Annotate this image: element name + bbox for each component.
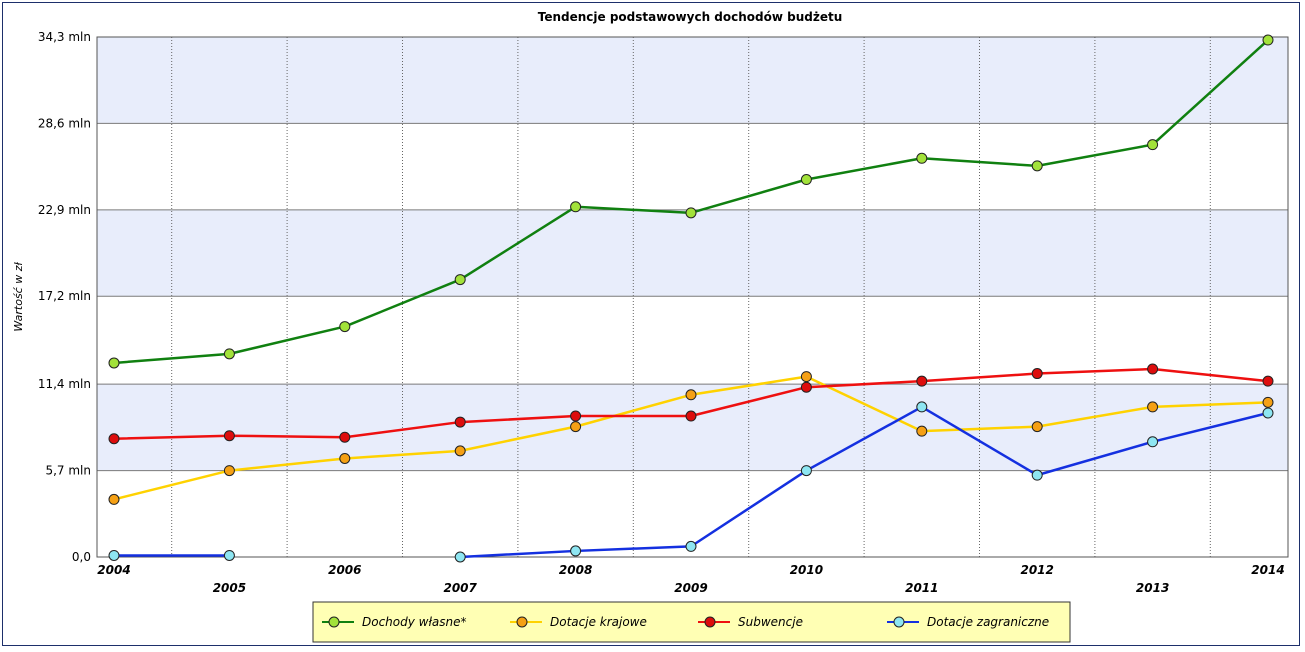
data-point[interactable] bbox=[1147, 401, 1159, 413]
data-point[interactable] bbox=[108, 433, 120, 445]
y-axis-label: Wartość w zł bbox=[12, 262, 25, 332]
x-tick-label: 2005 bbox=[213, 581, 246, 595]
data-point[interactable] bbox=[800, 371, 812, 383]
x-tick-label: 2013 bbox=[1136, 581, 1169, 595]
data-point[interactable] bbox=[685, 207, 697, 219]
data-point[interactable] bbox=[570, 545, 582, 557]
data-point[interactable] bbox=[454, 445, 466, 457]
data-point[interactable] bbox=[339, 321, 351, 333]
data-point[interactable] bbox=[1147, 436, 1159, 448]
x-tick-label: 2011 bbox=[905, 581, 938, 595]
y-tick-label: 22,9 mln bbox=[38, 203, 91, 217]
x-tick-label: 2012 bbox=[1020, 563, 1053, 577]
x-tick-label: 2007 bbox=[443, 581, 477, 595]
data-point[interactable] bbox=[108, 493, 120, 505]
data-point[interactable] bbox=[800, 465, 812, 477]
data-point[interactable] bbox=[916, 152, 928, 164]
data-point[interactable] bbox=[1031, 421, 1043, 433]
y-tick-label: 11,4 mln bbox=[38, 377, 91, 391]
legend-marker bbox=[893, 616, 905, 628]
legend-box bbox=[312, 601, 1071, 643]
data-point[interactable] bbox=[1262, 396, 1274, 408]
data-point[interactable] bbox=[685, 410, 697, 422]
plot-bands bbox=[97, 37, 1288, 557]
data-point[interactable] bbox=[1031, 368, 1043, 380]
data-point[interactable] bbox=[454, 274, 466, 286]
y-tick-label: 5,7 mln bbox=[45, 464, 91, 478]
legend-item[interactable]: Subwencje bbox=[698, 615, 803, 629]
data-point[interactable] bbox=[800, 174, 812, 186]
data-point[interactable] bbox=[223, 465, 235, 477]
legend-label: Dotacje krajowe bbox=[550, 615, 647, 629]
data-point[interactable] bbox=[1147, 139, 1159, 151]
data-point[interactable] bbox=[339, 431, 351, 443]
legend-marker bbox=[328, 616, 340, 628]
x-tick-label: 2010 bbox=[790, 563, 823, 577]
data-point[interactable] bbox=[1031, 469, 1043, 481]
x-tick-label: 2004 bbox=[97, 563, 130, 577]
series-group bbox=[108, 34, 1274, 563]
legend-item[interactable]: Dochody własne* bbox=[322, 615, 467, 629]
data-point[interactable] bbox=[223, 549, 235, 561]
series-line bbox=[460, 405, 1269, 559]
plot-band bbox=[97, 123, 1288, 210]
data-point[interactable] bbox=[685, 389, 697, 401]
series-dochody-własne bbox=[108, 34, 1274, 369]
data-point[interactable] bbox=[454, 551, 466, 563]
legend-label: Dotacje zagraniczne bbox=[927, 615, 1049, 629]
legend: Dochody własne* Dotacje krajowe Subwencje D… bbox=[312, 601, 1071, 643]
data-point[interactable] bbox=[454, 416, 466, 428]
x-tick-label: 2014 bbox=[1251, 563, 1284, 577]
data-point[interactable] bbox=[223, 348, 235, 360]
y-axis-ticks: 0,0 5,7 mln 11,4 mln 17,2 mln 22,9 mln 28,6 m… bbox=[38, 30, 91, 564]
data-point[interactable] bbox=[1031, 160, 1043, 172]
series-subwencje bbox=[108, 363, 1274, 445]
y-tick-label: 28,6 mln bbox=[38, 116, 91, 130]
data-point[interactable] bbox=[1262, 375, 1274, 387]
data-point[interactable] bbox=[916, 375, 928, 387]
x-tick-label: 2009 bbox=[674, 581, 707, 595]
legend-item[interactable]: Dotacje zagraniczne bbox=[887, 615, 1049, 629]
legend-label: Dochody własne* bbox=[362, 615, 467, 629]
y-tick-label: 17,2 mln bbox=[38, 289, 91, 303]
plot-band bbox=[97, 296, 1288, 385]
data-point[interactable] bbox=[1262, 34, 1274, 46]
legend-label: Subwencje bbox=[738, 615, 803, 629]
data-point[interactable] bbox=[108, 357, 120, 369]
plot-area-border bbox=[96, 36, 1289, 558]
data-point[interactable] bbox=[108, 549, 120, 561]
data-point[interactable] bbox=[570, 410, 582, 422]
data-point[interactable] bbox=[800, 381, 812, 393]
data-point[interactable] bbox=[1262, 407, 1274, 419]
series-dotacje-krajowe bbox=[108, 371, 1274, 505]
data-point[interactable] bbox=[916, 425, 928, 437]
x-tick-label: 2008 bbox=[559, 563, 592, 577]
series-dotacje-zagraniczne bbox=[108, 401, 1274, 563]
data-point[interactable] bbox=[916, 401, 928, 413]
y-tick-label: 34,3 mln bbox=[38, 30, 91, 44]
data-point[interactable] bbox=[570, 421, 582, 433]
chart-title: Tendencje podstawowych dochodów budżetu bbox=[538, 10, 843, 24]
data-point[interactable] bbox=[339, 452, 351, 464]
legend-marker bbox=[704, 616, 716, 628]
x-tick-label: 2006 bbox=[328, 563, 361, 577]
x-axis-ticks: 2004 2005 2006 2007 2008 2009 2010 2011 2012 2013… bbox=[97, 563, 1284, 595]
legend-marker bbox=[516, 616, 528, 628]
data-point[interactable] bbox=[570, 201, 582, 213]
plot-band bbox=[97, 209, 1288, 297]
plot-band bbox=[97, 37, 1288, 124]
data-point[interactable] bbox=[1147, 363, 1159, 375]
legend-item[interactable]: Dotacje krajowe bbox=[510, 615, 647, 629]
data-point[interactable] bbox=[685, 540, 697, 552]
data-point[interactable] bbox=[223, 430, 235, 442]
y-tick-label: 0,0 bbox=[72, 550, 91, 564]
